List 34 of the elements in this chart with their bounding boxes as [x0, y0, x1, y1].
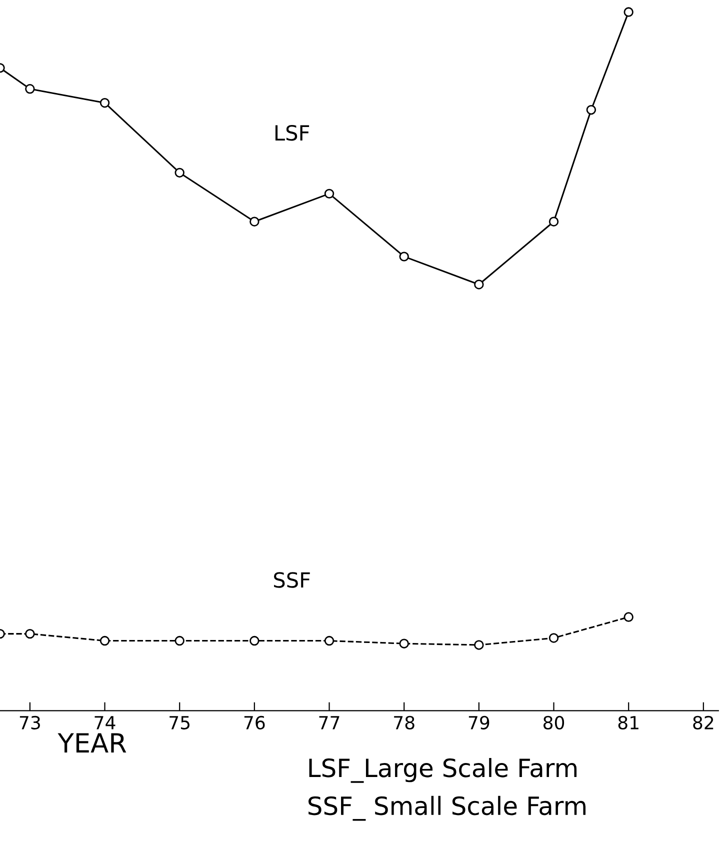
- point: [250, 216, 260, 226]
- point: [25, 628, 35, 639]
- point: [474, 280, 484, 290]
- point: [624, 7, 634, 17]
- point: [100, 98, 110, 108]
- x-tick-label: 80: [543, 716, 564, 730]
- x-tick-label: 73: [20, 716, 40, 730]
- x-tick-label: 78: [394, 716, 414, 730]
- x-tick-label: 77: [319, 716, 340, 730]
- x-tick-label: 75: [170, 716, 190, 730]
- x-tick-label: 79: [468, 716, 490, 730]
- point: [399, 252, 409, 262]
- x-axis-title: YEAR: [58, 733, 126, 752]
- point: [474, 640, 484, 650]
- x-tick-label: 74: [94, 716, 116, 730]
- point: [548, 633, 559, 643]
- point: [324, 636, 334, 646]
- text: LSF_Large Scale Farm: [309, 758, 577, 783]
- point: [399, 638, 409, 648]
- point: [250, 636, 260, 646]
- text: SSF_ Small Scale Farm: [308, 796, 586, 821]
- point: [174, 636, 184, 646]
- text: LSF: [275, 124, 310, 141]
- point: [324, 188, 334, 199]
- point: [25, 84, 35, 94]
- point: [624, 612, 634, 622]
- x-tick-label: 81: [618, 716, 638, 730]
- x-tick-label: 82: [693, 716, 714, 730]
- point: [100, 636, 110, 646]
- text: SSF: [274, 572, 310, 588]
- point: [548, 216, 559, 226]
- point: [174, 168, 184, 178]
- x-tick-label: 76: [244, 716, 265, 730]
- point: [586, 104, 596, 115]
